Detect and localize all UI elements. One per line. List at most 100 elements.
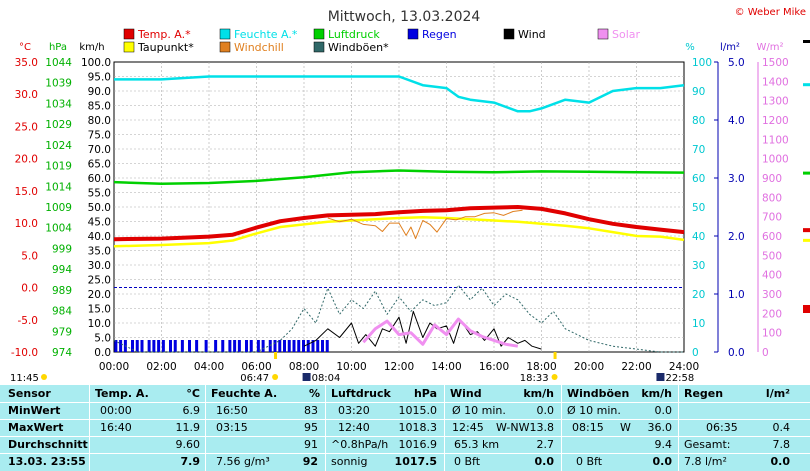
legend-swatch — [407, 28, 419, 40]
legend-swatch — [123, 41, 135, 53]
x-axis: 00:00 02:00 04:00 06:00 08:00 10:00 12:00 14:00… — [99, 361, 699, 373]
series-line-solar — [362, 317, 519, 348]
tick-label-pressure: 1024 — [45, 140, 72, 152]
tick-label-pressure: 1029 — [45, 119, 72, 131]
axis-unit-solar: W/m² — [756, 42, 783, 53]
x-tick-label: 04:00 — [194, 361, 224, 373]
tick-label-solar: 700 — [762, 212, 782, 224]
cell-temp-value: 7.9 — [180, 455, 201, 468]
edge-marker — [803, 305, 810, 313]
cell-wind-value: 0.0 — [536, 404, 555, 417]
tick-label-pressure: 1044 — [45, 57, 72, 69]
tick-label-wind: 5.0 — [94, 333, 111, 345]
x-tick-label: 00:00 — [99, 361, 129, 373]
tick-label-temp: 10.0 — [15, 218, 38, 230]
header-pressure-unit: hPa — [413, 387, 437, 400]
tick-label-solar: 1000 — [762, 154, 789, 166]
tick-label-wind: 80.0 — [88, 115, 111, 127]
header-pressure: Luftdruck — [331, 387, 391, 400]
tick-label-wind: 40.0 — [88, 231, 111, 243]
tick-label-wind: 20.0 — [88, 289, 111, 301]
rain-bar — [180, 340, 184, 352]
grid — [114, 62, 684, 352]
credit-label: © Weber Mike — [735, 7, 806, 18]
tick-label-rain: 1.0 — [728, 289, 745, 301]
col-separator — [561, 385, 562, 471]
tick-label-humidity: 50 — [692, 202, 705, 214]
legend: Temp. A.* Feuchte A.* Luftdruck Regen Wind So… — [123, 28, 641, 54]
row-separator — [0, 453, 810, 454]
cell-pressure-value: 1015.0 — [398, 404, 438, 417]
cell-temp-time: 00:00 — [100, 404, 132, 417]
event-time: 22:58 — [665, 373, 694, 384]
cell-wind-value: 2.7 — [536, 438, 555, 451]
row-separator — [0, 419, 810, 420]
sunrise-marker — [274, 352, 278, 359]
tick-label-wind: 70.0 — [88, 144, 111, 156]
x-tick-label: 20:00 — [574, 361, 604, 373]
tick-label-pressure: 1034 — [45, 98, 72, 110]
rain-bar — [283, 340, 286, 352]
rain-bar — [287, 340, 291, 352]
cell-wind-time: Ø 10 min. — [452, 404, 506, 417]
cell-temp-value: 9.60 — [175, 438, 201, 451]
moonset-icon — [302, 373, 311, 381]
tick-label-humidity: 40 — [692, 231, 705, 243]
tick-label-wind: 25.0 — [88, 275, 111, 287]
tick-label-humidity: 20 — [692, 289, 705, 301]
rain-bar — [316, 340, 320, 352]
cell-pressure-tendency: ^0.8hPa/h — [331, 438, 389, 451]
legend-label: Regen — [422, 28, 457, 41]
legend-label: Luftdruck — [328, 28, 380, 41]
tick-label-wind: 75.0 — [88, 130, 111, 142]
axis-unit-pressure: hPa — [49, 42, 67, 53]
tick-label-solar: 1200 — [762, 115, 789, 127]
rain-bar — [214, 340, 218, 352]
header-temp-unit: °C — [186, 387, 200, 400]
current-humidity-marker — [803, 83, 810, 87]
sunset-marker — [553, 352, 557, 359]
header-temp: Temp. A. — [95, 387, 149, 400]
row-label: 13.03. 23:55 — [8, 455, 86, 468]
tick-label-solar: 800 — [762, 192, 782, 204]
row-separator — [0, 402, 810, 403]
rain-bar — [195, 340, 199, 352]
header-gust: Windböen — [567, 387, 630, 400]
rain-bar — [325, 340, 329, 352]
rain-bar — [273, 340, 277, 352]
legend-swatch — [597, 28, 609, 40]
header-humidity-unit: % — [308, 387, 320, 400]
tick-label-wind: 35.0 — [88, 246, 111, 258]
tick-label-pressure: 994 — [52, 264, 72, 276]
tick-label-temp: 25.0 — [15, 121, 38, 133]
cell-pressure-forecast: sonnig — [331, 455, 368, 468]
tick-label-rain: 3.0 — [728, 173, 745, 185]
weather-chart: Mittwoch, 13.03.2024 © Weber Mike Temp. … — [10, 7, 810, 384]
rain-bar — [302, 340, 305, 352]
axis-unit-temp: °C — [19, 42, 31, 53]
legend-swatch — [313, 28, 325, 40]
legend-label: Taupunkt* — [137, 41, 194, 54]
rain-bar — [135, 340, 139, 352]
series-line-tempa — [113, 205, 685, 242]
axis-unit-wind: km/h — [79, 42, 104, 53]
current-temp-marker — [803, 228, 810, 233]
legend-swatch — [313, 41, 325, 53]
tick-label-temp: -10.0 — [11, 347, 38, 359]
legend-label: Feuchte A.* — [234, 28, 298, 41]
tick-label-wind: 10.0 — [88, 318, 111, 330]
cell-wind-time: 12:45 — [452, 421, 484, 434]
tick-label-solar: 500 — [762, 250, 782, 262]
rain-bar — [221, 340, 225, 352]
tick-label-humidity: 100 — [692, 57, 712, 69]
rain-bar — [306, 340, 310, 352]
tick-label-pressure: 979 — [52, 326, 72, 338]
tick-label-wind: 60.0 — [88, 173, 111, 185]
rain-bar — [245, 340, 248, 352]
tick-label-temp: 20.0 — [15, 154, 38, 166]
cell-rain-today: 7.8 l/m² — [684, 455, 727, 468]
current-dewpoint-marker — [803, 238, 810, 242]
rain-bar — [297, 340, 301, 352]
tick-label-temp: 15.0 — [15, 186, 38, 198]
tick-label-pressure: 1004 — [45, 223, 72, 235]
